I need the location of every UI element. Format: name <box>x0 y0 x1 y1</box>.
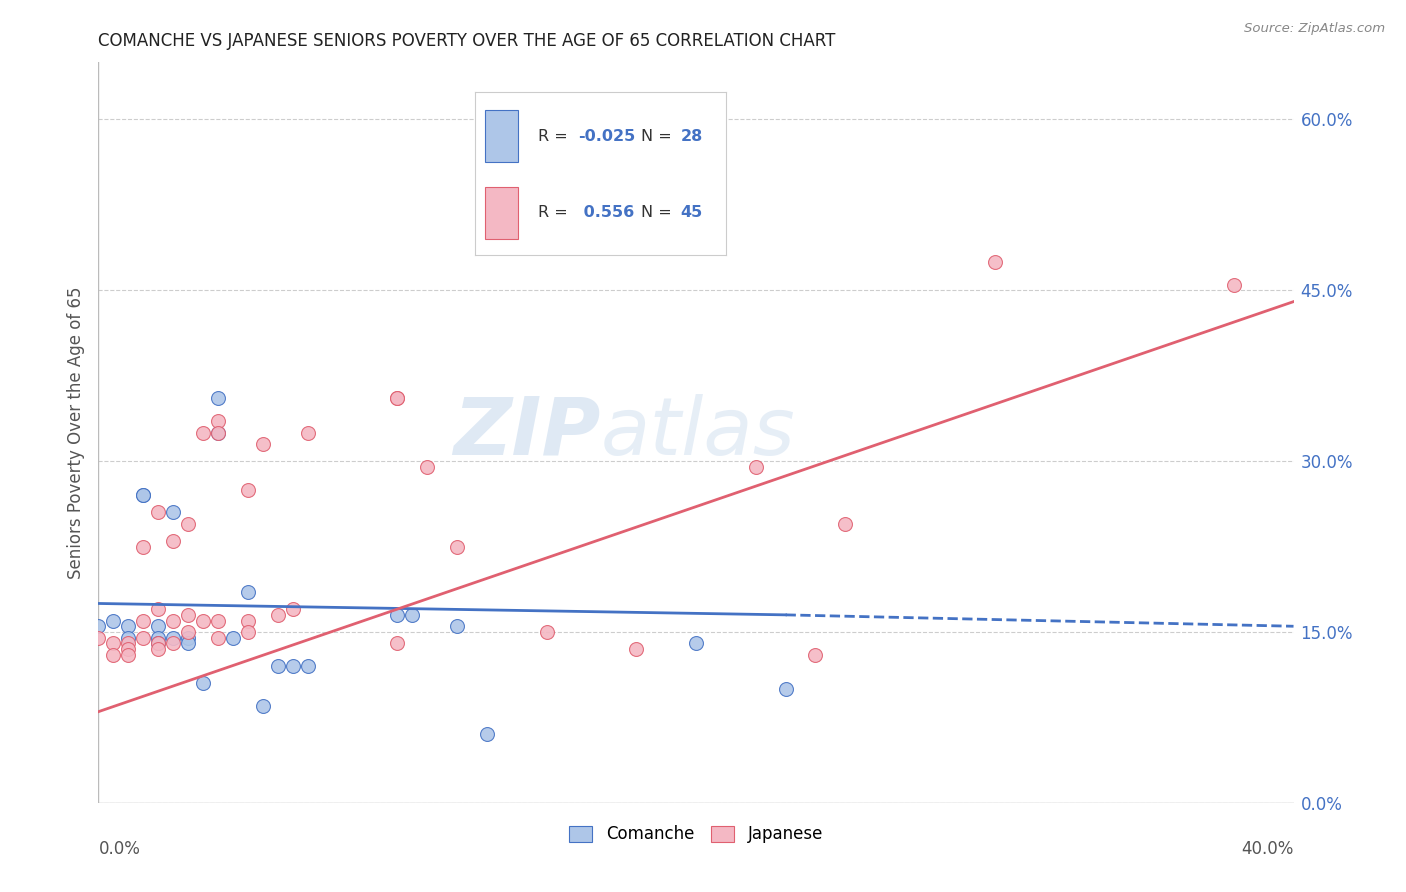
Point <box>148 642 170 657</box>
Point <box>281 659 304 673</box>
Point <box>775 681 797 696</box>
Point <box>87 631 110 645</box>
Point <box>87 619 110 633</box>
Text: COMANCHE VS JAPANESE SENIORS POVERTY OVER THE AGE OF 65 CORRELATION CHART: COMANCHE VS JAPANESE SENIORS POVERTY OVE… <box>98 32 835 50</box>
Point <box>162 533 184 548</box>
Point <box>162 631 184 645</box>
Point <box>103 636 125 650</box>
Point <box>385 607 409 622</box>
Point <box>446 540 468 554</box>
Point <box>536 163 558 178</box>
Point <box>207 631 229 645</box>
Point <box>207 425 229 440</box>
Text: Source: ZipAtlas.com: Source: ZipAtlas.com <box>1244 22 1385 36</box>
Point <box>207 425 229 440</box>
Point <box>132 488 155 502</box>
Point <box>297 425 319 440</box>
Text: 0.0%: 0.0% <box>98 840 141 858</box>
Point <box>177 631 200 645</box>
Point <box>281 602 304 616</box>
Point <box>103 648 125 662</box>
Point <box>132 488 155 502</box>
Legend: Comanche, Japanese: Comanche, Japanese <box>562 819 830 850</box>
Point <box>475 727 498 741</box>
Point <box>117 642 139 657</box>
Point <box>834 516 856 531</box>
Point <box>162 636 184 650</box>
Point <box>536 624 558 639</box>
Point <box>385 636 409 650</box>
Text: atlas: atlas <box>600 393 796 472</box>
Point <box>401 607 423 622</box>
Point <box>446 619 468 633</box>
Point <box>804 648 827 662</box>
Point <box>177 607 200 622</box>
Point <box>207 614 229 628</box>
Point <box>745 459 768 474</box>
Point <box>385 392 409 406</box>
Point <box>191 614 214 628</box>
Point <box>132 540 155 554</box>
Y-axis label: Seniors Poverty Over the Age of 65: Seniors Poverty Over the Age of 65 <box>66 286 84 579</box>
Point <box>267 607 290 622</box>
Point <box>177 516 200 531</box>
Point <box>148 636 170 650</box>
Point <box>117 631 139 645</box>
Point <box>132 631 155 645</box>
Point <box>148 602 170 616</box>
Point <box>191 676 214 690</box>
Point <box>191 425 214 440</box>
Point <box>685 636 707 650</box>
Point <box>177 636 200 650</box>
Point <box>626 642 648 657</box>
Point <box>162 505 184 519</box>
Point <box>984 254 1007 268</box>
Point <box>1223 277 1246 292</box>
Point <box>103 614 125 628</box>
Point <box>236 624 259 639</box>
Point <box>236 585 259 599</box>
Point <box>117 619 139 633</box>
Point <box>148 619 170 633</box>
Point <box>252 698 274 713</box>
Point <box>177 624 200 639</box>
Text: 40.0%: 40.0% <box>1241 840 1294 858</box>
Point <box>162 614 184 628</box>
Point <box>117 636 139 650</box>
Point <box>148 636 170 650</box>
Point <box>297 659 319 673</box>
Point <box>267 659 290 673</box>
Point <box>385 392 409 406</box>
Point <box>207 392 229 406</box>
Point <box>252 437 274 451</box>
Point <box>236 483 259 497</box>
Point <box>236 614 259 628</box>
Point <box>416 459 439 474</box>
Point <box>148 505 170 519</box>
Point <box>117 648 139 662</box>
Text: ZIP: ZIP <box>453 393 600 472</box>
Point <box>132 614 155 628</box>
Point <box>222 631 245 645</box>
Point <box>207 414 229 428</box>
Point <box>148 631 170 645</box>
